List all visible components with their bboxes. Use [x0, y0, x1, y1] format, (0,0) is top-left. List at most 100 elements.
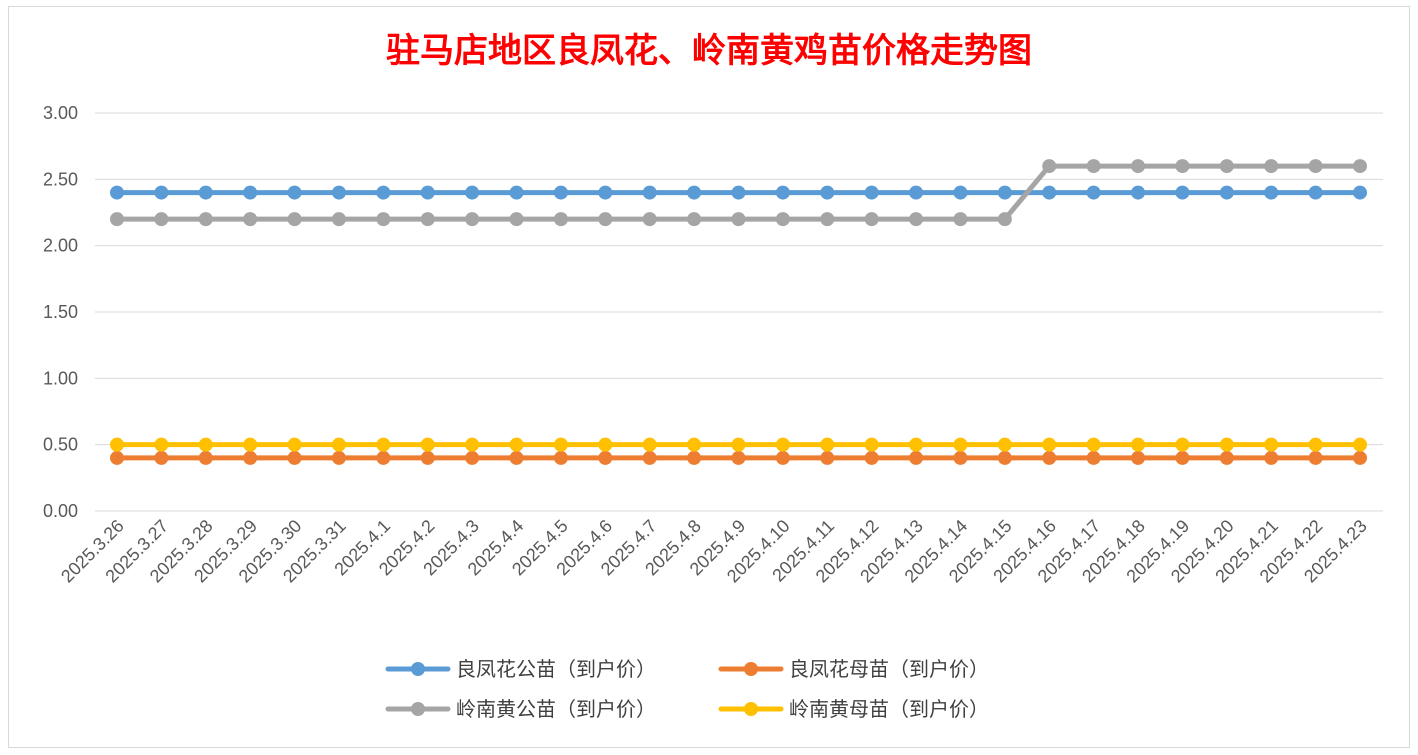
data-point — [909, 437, 924, 452]
data-point — [1308, 450, 1323, 465]
data-point — [598, 450, 613, 465]
data-point — [154, 212, 169, 227]
data-point — [642, 437, 657, 452]
data-point — [154, 450, 169, 465]
data-point — [465, 450, 480, 465]
data-point — [198, 437, 213, 452]
data-point — [1219, 437, 1234, 452]
data-point — [642, 212, 657, 227]
data-point — [420, 212, 435, 227]
data-point — [909, 450, 924, 465]
data-point — [731, 437, 746, 452]
y-tick-label: 3.00 — [43, 103, 78, 123]
data-point — [820, 212, 835, 227]
data-point — [598, 185, 613, 200]
series-3 — [110, 159, 1367, 227]
data-point — [1086, 185, 1101, 200]
data-point — [997, 212, 1012, 227]
data-point — [953, 212, 968, 227]
data-point — [1131, 159, 1146, 174]
data-point — [1219, 450, 1234, 465]
chart-frame[interactable] — [8, 6, 1410, 748]
data-point — [1042, 437, 1057, 452]
series-4 — [110, 437, 1367, 452]
data-point — [1042, 185, 1057, 200]
data-point — [997, 185, 1012, 200]
data-point — [909, 185, 924, 200]
data-point — [287, 185, 302, 200]
data-point — [110, 437, 124, 452]
data-point — [1219, 159, 1234, 174]
data-point — [642, 185, 657, 200]
data-point — [243, 185, 258, 200]
data-point — [553, 212, 568, 227]
data-point — [553, 437, 568, 452]
data-point — [731, 185, 746, 200]
data-point — [198, 450, 213, 465]
data-point — [1175, 185, 1190, 200]
data-point — [376, 212, 391, 227]
y-tick-label: 1.50 — [43, 302, 78, 322]
data-point — [775, 437, 790, 452]
data-point — [420, 450, 435, 465]
data-point — [687, 450, 702, 465]
data-point — [376, 185, 391, 200]
data-point — [331, 437, 346, 452]
data-point — [997, 450, 1012, 465]
y-axis-ticks: 0.00 0.50 1.00 1.50 2.00 2.50 3.00 — [43, 103, 78, 521]
data-point — [509, 437, 524, 452]
y-tick-label: 0.50 — [43, 435, 78, 455]
data-point — [1175, 159, 1190, 174]
data-point — [953, 437, 968, 452]
data-point — [598, 212, 613, 227]
data-point — [909, 212, 924, 227]
data-point — [1131, 185, 1146, 200]
series-2 — [110, 450, 1367, 465]
data-point — [642, 450, 657, 465]
data-point — [331, 450, 346, 465]
data-point — [465, 212, 480, 227]
legend-item: 岭南黄公苗（到户价） — [385, 697, 656, 721]
data-point — [331, 212, 346, 227]
data-point — [198, 185, 213, 200]
legend-label: 良凤花母苗（到户价） — [789, 657, 989, 681]
data-point — [1042, 450, 1057, 465]
data-point — [553, 450, 568, 465]
data-point — [420, 437, 435, 452]
data-point — [331, 185, 346, 200]
data-point — [1308, 185, 1323, 200]
data-point — [731, 212, 746, 227]
data-point — [243, 212, 258, 227]
legend-marker — [411, 662, 425, 676]
data-point — [1353, 159, 1367, 174]
legend-item: 岭南黄母苗（到户价） — [718, 697, 989, 721]
data-point — [243, 437, 258, 452]
data-point — [287, 437, 302, 452]
data-point — [287, 212, 302, 227]
data-point — [1353, 450, 1367, 465]
y-tick-label: 2.50 — [43, 169, 78, 189]
data-point — [110, 212, 124, 227]
data-point — [820, 450, 835, 465]
data-point — [1353, 437, 1367, 452]
data-point — [1131, 450, 1146, 465]
data-point — [775, 450, 790, 465]
data-point — [509, 185, 524, 200]
data-point — [997, 437, 1012, 452]
data-point — [775, 212, 790, 227]
data-point — [687, 437, 702, 452]
data-point — [553, 185, 568, 200]
legend-marker — [744, 702, 758, 716]
data-point — [154, 437, 169, 452]
legend-label: 岭南黄母苗（到户价） — [789, 697, 989, 721]
data-point — [1308, 437, 1323, 452]
y-tick-label: 2.00 — [43, 236, 78, 256]
legend: 良凤花公苗（到户价） 良凤花母苗（到户价） 岭南黄公苗（到户价） 岭南黄母苗（到户价） — [385, 657, 989, 721]
data-point — [243, 450, 258, 465]
data-point — [1264, 159, 1279, 174]
data-point — [864, 437, 879, 452]
data-point — [820, 185, 835, 200]
data-point — [1086, 450, 1101, 465]
data-point — [1264, 437, 1279, 452]
